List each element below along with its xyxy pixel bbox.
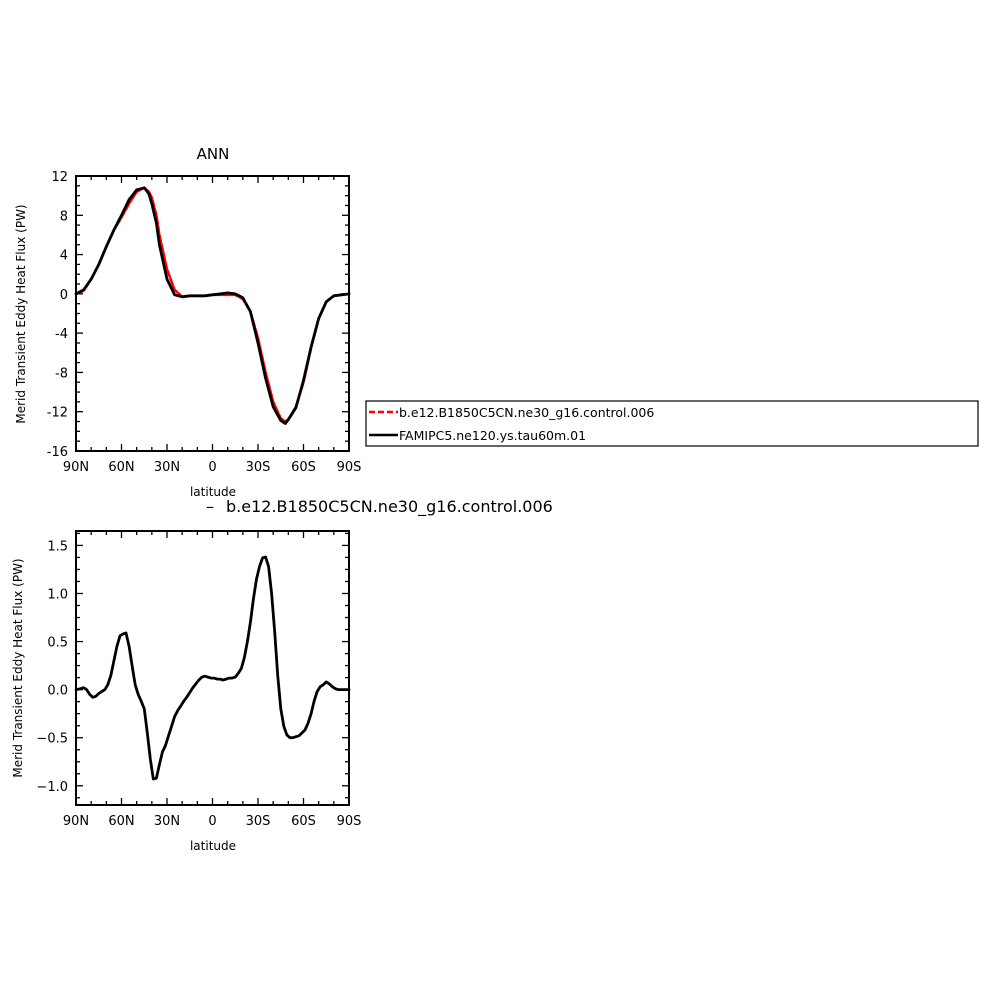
panel-top-x-axis-title: latitude bbox=[190, 485, 236, 499]
panel-bottom: – b.e12.B1850C5CN.ne30_g16.control.006 9… bbox=[11, 497, 553, 853]
panel-1-frame bbox=[75, 175, 350, 452]
panel-1-series-line-2 bbox=[74, 186, 351, 425]
y-tick-label: −0.5 bbox=[36, 732, 68, 747]
panel-top-y-axis-title: Merid Transient Eddy Heat Flux (PW) bbox=[14, 204, 28, 423]
panel-bottom-title: b.e12.B1850C5CN.ne30_g16.control.006 bbox=[226, 497, 553, 517]
x-tick-label: 30N bbox=[154, 460, 180, 475]
x-tick-label: 0 bbox=[208, 814, 216, 829]
y-tick-label: 0.0 bbox=[47, 684, 68, 699]
panel-bottom-x-axis-title: latitude bbox=[190, 839, 236, 853]
panel-bottom-y-axis-title: Merid Transient Eddy Heat Flux (PW) bbox=[11, 558, 25, 777]
y-tick-label: 8 bbox=[60, 209, 68, 224]
y-tick-label: 0 bbox=[60, 288, 68, 303]
panel-2-series-line-1 bbox=[74, 555, 351, 781]
x-tick-label: 90N bbox=[63, 814, 89, 829]
legend-box bbox=[365, 400, 979, 447]
panel-top-title: ANN bbox=[197, 145, 230, 163]
panel-top-plot-area: 90N 60N 30N 0 30S 60S 90S -16 -12 -8 -4 0 4 8 12 bbox=[47, 170, 362, 475]
y-tick-label: 4 bbox=[60, 249, 68, 264]
y-tick-label: 1.5 bbox=[47, 539, 68, 554]
x-tick-label: 60N bbox=[108, 814, 134, 829]
panel-top: ANN 90N 60N 30N 0 30S 60S 90S -16 -12 -8 -4 0 4 8 12 l… bbox=[14, 145, 361, 499]
x-tick-label: 30N bbox=[154, 814, 180, 829]
y-tick-label: -8 bbox=[55, 366, 68, 381]
legend-label-series-1: b.e12.B1850C5CN.ne30_g16.control.006 bbox=[399, 405, 654, 420]
y-tick-label: -4 bbox=[55, 327, 68, 342]
panel-bottom-title-dash: – bbox=[206, 497, 214, 516]
panel-2-frame bbox=[75, 530, 350, 806]
y-tick-label: 1.0 bbox=[47, 587, 68, 602]
x-tick-label: 90N bbox=[63, 460, 89, 475]
y-tick-label: 12 bbox=[51, 170, 68, 185]
x-tick-label: 90S bbox=[337, 460, 362, 475]
x-tick-label: 90S bbox=[337, 814, 362, 829]
x-tick-label: 0 bbox=[208, 460, 216, 475]
x-tick-label: 60S bbox=[291, 814, 316, 829]
y-tick-label: −1.0 bbox=[36, 780, 68, 795]
x-tick-label: 30S bbox=[246, 460, 271, 475]
legend-label-series-2: FAMIPC5.ne120.ys.tau60m.01 bbox=[399, 428, 586, 443]
x-tick-label: 30S bbox=[246, 814, 271, 829]
x-tick-label: 60N bbox=[108, 460, 134, 475]
y-tick-label: -16 bbox=[47, 445, 68, 460]
y-tick-label: 0.5 bbox=[47, 636, 68, 651]
y-tick-label: -12 bbox=[47, 406, 68, 421]
legend: b.e12.B1850C5CN.ne30_g16.control.006 FAM… bbox=[365, 400, 979, 447]
panel-bottom-plot-area: 90N 60N 30N 0 30S 60S 90S −1.0 −0.5 0.0 0.5 1.0 1.5 bbox=[36, 530, 362, 829]
x-tick-label: 60S bbox=[291, 460, 316, 475]
